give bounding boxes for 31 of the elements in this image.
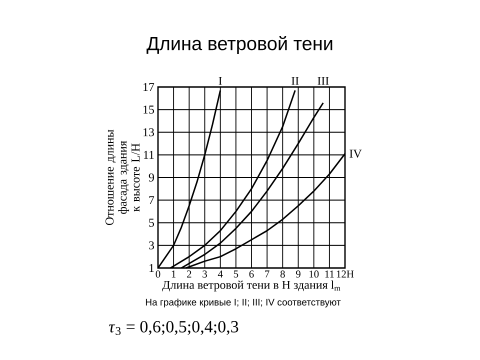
x-tick-label: 1 bbox=[172, 270, 176, 278]
chart-title: Длина ветровой тени bbox=[146, 36, 332, 54]
series-label: IV bbox=[350, 150, 362, 158]
x-tick-label: 10 bbox=[310, 270, 319, 278]
x-tick-label: 9 bbox=[296, 270, 300, 278]
x-axis-title: Длина ветровой тени в Н здания l$_{m}$ bbox=[162, 280, 340, 292]
text: τ$_{3}$ = 0,6;0,5;0,4;0,3 bbox=[108, 320, 238, 335]
x-tick-label: 6 bbox=[249, 270, 254, 278]
y-tick-label: 13 bbox=[144, 128, 154, 136]
y-tick-label: 5 bbox=[149, 218, 154, 227]
x-tick-label: 2 bbox=[186, 270, 192, 278]
x-tick-label: 5 bbox=[234, 270, 238, 278]
x-tick-label: 8 bbox=[280, 270, 285, 278]
y-tick-label: 15 bbox=[144, 106, 154, 114]
series-label: III bbox=[318, 76, 329, 85]
series-label: I bbox=[218, 76, 222, 85]
x-tick-label: 7 bbox=[265, 270, 270, 278]
series-label: II bbox=[292, 76, 299, 85]
y-tick-label: 1 bbox=[150, 264, 154, 272]
x-tick-label: 0 bbox=[156, 270, 160, 278]
y-axis-title: Отношение длины фасада здания к высоте L/H bbox=[106, 130, 140, 226]
text: На графике кривые I; II; III; IV соответствуют bbox=[146, 298, 341, 308]
y-tick-label: 7 bbox=[149, 196, 154, 204]
y-tick-label: 9 bbox=[148, 173, 154, 182]
y-tick-label: 11 bbox=[144, 150, 154, 159]
x-tick-label: 4 bbox=[218, 270, 223, 278]
x-tick-label: 3 bbox=[202, 270, 207, 278]
x-tick-label: 12H bbox=[336, 270, 354, 278]
y-tick-label: 3 bbox=[149, 241, 154, 250]
x-tick-label: 11 bbox=[325, 270, 334, 278]
y-tick-label: 17 bbox=[144, 83, 154, 91]
